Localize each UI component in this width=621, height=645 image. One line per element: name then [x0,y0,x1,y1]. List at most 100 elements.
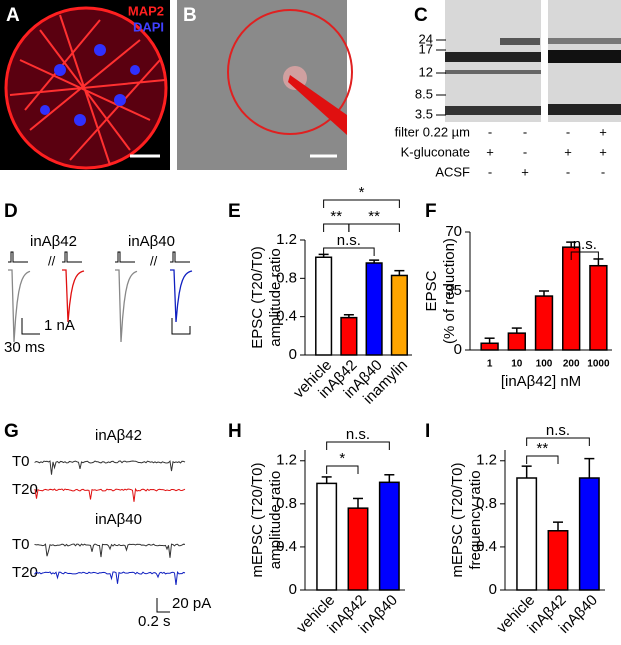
bar [516,477,538,591]
panel-letter: D [4,201,18,222]
scale-label: 0.2 s [138,613,171,630]
time-label: T20 [12,564,38,581]
bar [534,295,554,351]
trace [115,269,138,343]
marker-label: 24 [419,31,433,46]
bar [365,262,383,356]
stain-label: MAP2 [128,3,164,18]
y-tick-label: 1.2 [476,452,497,469]
significance-bracket [323,223,350,232]
time-label: T0 [12,453,30,470]
y-tick-label: 0.4 [276,308,297,325]
y-tick-label: 1.2 [276,452,297,469]
significance-label: n.s. [573,236,597,253]
row-cell: + [521,164,529,179]
marker-label: 3.5 [415,106,433,121]
y-tick-label: 70 [445,223,462,240]
stim [8,251,28,263]
western-blot [445,0,621,122]
bar [578,477,600,591]
panel-letter: B [183,5,197,26]
x-tick-label: 100 [536,359,553,370]
stim [170,251,190,263]
y-tick-label: 0 [289,346,297,363]
x-tick-label: 1 [487,359,493,370]
significance-label: n.s. [337,232,361,249]
condition-label: inAβ42 [30,233,77,250]
panel-letter: E [228,201,241,222]
y-axis-label: frequency ratio [467,470,484,569]
x-tick-label: 200 [563,359,580,370]
bar [480,342,499,351]
row-cell: - [523,124,527,139]
x-tick-label: 1000 [587,359,610,370]
significance-bracket [526,437,590,446]
significance-label: n.s. [546,422,570,439]
y-tick-label: 0.8 [276,495,297,512]
y-axis-label: mEPSC (T20/T0) [249,462,266,577]
row-cell: + [564,144,572,159]
panel-letter: C [414,5,428,26]
trace [34,487,186,502]
marker-label: 8.5 [415,86,433,101]
trace [34,543,186,558]
row-cell: - [601,164,605,179]
bar [315,256,333,356]
y-tick-label: 0.8 [276,269,297,286]
scale-bar [21,318,40,335]
row-cell: - [523,144,527,159]
scale-label: 1 nA [44,317,75,334]
break-mark: // [150,253,158,268]
condition-label: inAβ40 [95,511,142,528]
panel-letter: H [228,421,242,442]
trace [8,269,31,343]
y-tick-label: 0.8 [476,495,497,512]
micrograph-a [0,0,170,170]
row-label: K-gluconate [401,144,470,159]
time-label: T20 [12,481,38,498]
panel-letter: A [6,5,20,26]
row-cell: + [599,144,607,159]
significance-bracket [570,251,599,260]
y-tick-label: 0.4 [476,538,497,555]
stain-label: DAPI [133,19,164,34]
y-axis-label: amplitude ratio [267,248,284,346]
y-tick-label: 35 [445,282,462,299]
y-axis-label: EPSC [423,270,440,311]
significance-bracket [348,223,400,232]
bar [340,316,358,356]
marker-label: 12 [419,64,433,79]
trace [170,269,193,323]
significance-label: ** [368,208,380,225]
significance-label: ** [330,208,342,225]
bar [507,332,526,351]
significance-bracket [323,199,400,208]
y-tick-label: 0 [289,581,297,598]
significance-label: ** [536,440,548,457]
significance-bracket [526,455,559,464]
panel-letter: G [4,421,19,442]
y-axis-label: EPSC (T20/T0) [249,246,266,349]
y-axis-label: amplitude ratio [267,471,284,569]
significance-label: n.s. [346,426,370,443]
condition-label: inAβ40 [128,233,175,250]
significance-label: * [359,184,365,201]
y-axis-label: (% of reduction) [441,238,458,344]
micrograph-b [177,0,353,170]
marker-label: 17 [419,41,433,56]
bar [562,246,581,351]
scale-bar [171,318,191,335]
bar [390,274,408,356]
x-axis-label: [inAβ42] nM [501,373,581,390]
row-label: filter 0.22 µm [395,124,470,139]
trace [62,269,85,323]
trace [34,460,186,475]
x-tick-label: 10 [511,359,523,370]
scale-label: 30 ms [4,339,45,356]
bar [589,264,608,351]
stim [62,251,82,263]
y-tick-label: 1.2 [276,231,297,248]
row-cell: - [566,124,570,139]
time-label: T0 [12,536,30,553]
row-cell: + [486,144,494,159]
